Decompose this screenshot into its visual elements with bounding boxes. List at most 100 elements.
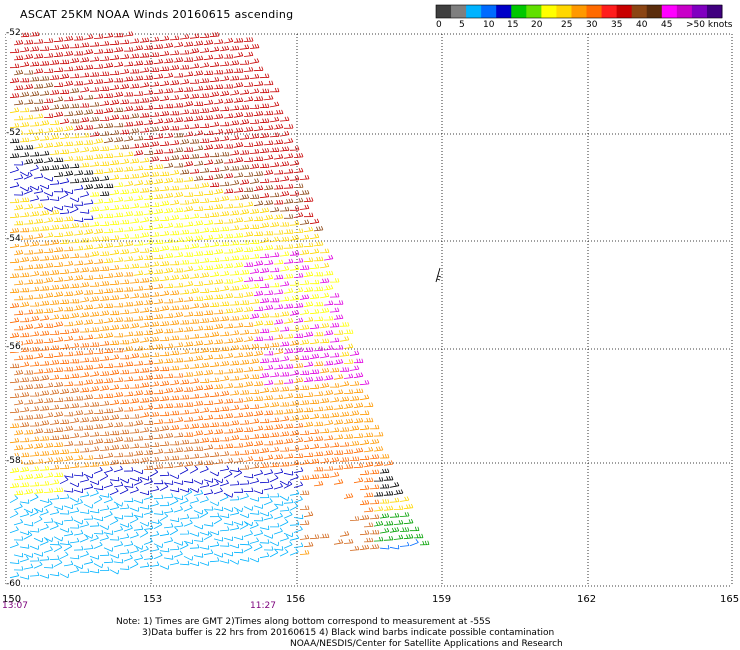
- wind-barb: [83, 515, 94, 520]
- wind-barb: [243, 126, 254, 132]
- colorbar-swatch: [661, 5, 678, 18]
- wind-barb: [249, 418, 260, 424]
- wind-barb: [83, 544, 94, 550]
- wind-barb: [153, 194, 164, 200]
- wind-barb: [193, 430, 204, 436]
- wind-barb: [123, 554, 133, 562]
- wind-barb: [273, 154, 284, 160]
- wind-barb: [283, 532, 294, 538]
- wind-barb: [289, 460, 300, 466]
- wind-barb: [209, 167, 220, 173]
- wind-barb: [33, 294, 44, 299]
- wind-barb: [79, 357, 90, 363]
- wind-barb: [159, 471, 170, 477]
- wind-barb: [233, 427, 244, 433]
- wind-barb: [53, 411, 64, 418]
- wind-barb: [33, 561, 43, 569]
- wind-barb: [149, 291, 160, 297]
- lat-label-52: -52: [6, 128, 21, 138]
- wind-barb: [53, 141, 64, 148]
- wind-barb: [133, 75, 144, 81]
- wind-barb: [183, 555, 194, 561]
- wind-barb: [219, 360, 230, 367]
- wind-barb: [183, 41, 194, 47]
- wind-barb: [139, 127, 150, 133]
- wind-barb: [159, 230, 170, 237]
- wind-barb: [179, 334, 190, 340]
- wind-barb: [109, 340, 120, 346]
- wind-barb: [19, 391, 30, 398]
- wind-barb: [293, 243, 304, 248]
- wind-barb: [69, 417, 80, 424]
- wind-barb: [113, 212, 124, 218]
- wind-barb: [129, 98, 140, 104]
- wind-barb: [363, 461, 374, 468]
- wind-barb: [43, 488, 54, 493]
- wind-barb: [59, 374, 70, 380]
- wind-barb: [73, 217, 84, 222]
- isolated-wind-barb: [435, 267, 442, 283]
- wind-barb: [183, 236, 194, 242]
- wind-barb: [163, 537, 174, 544]
- wind-barb: [129, 308, 140, 314]
- wind-barb: [100, 566, 110, 571]
- wind-barb: [179, 34, 190, 40]
- wind-barb: [9, 332, 20, 339]
- wind-barb: [173, 505, 183, 513]
- wind-barb: [29, 528, 40, 533]
- wind-barb: [189, 63, 200, 69]
- wind-barb: [113, 167, 124, 173]
- wind-barb: [109, 84, 120, 91]
- wind-barb: [159, 565, 170, 570]
- wind-barb: [249, 329, 260, 334]
- wind-barb: [23, 234, 34, 240]
- wind-barb: [283, 511, 293, 519]
- wind-barb: [119, 204, 130, 210]
- wind-barb: [409, 539, 419, 547]
- wind-barb: [319, 367, 330, 374]
- wind-barb: [379, 483, 390, 489]
- wind-barb: [333, 344, 344, 350]
- wind-barb: [69, 554, 80, 560]
- wind-barb: [249, 58, 260, 64]
- wind-barb: [219, 135, 230, 142]
- wind-barb: [143, 315, 154, 320]
- wind-barb: [83, 275, 94, 280]
- wind-barb: [23, 370, 34, 375]
- wind-barb: [369, 484, 380, 490]
- wind-barb: [229, 195, 240, 201]
- wind-barb: [373, 477, 384, 482]
- wind-barb: [113, 302, 124, 308]
- wind-barb: [179, 109, 190, 115]
- wind-barb: [149, 561, 160, 567]
- wind-barb: [13, 174, 24, 181]
- wind-barb: [243, 530, 253, 537]
- wind-barb: [33, 187, 44, 194]
- wind-barb: [349, 516, 360, 521]
- wind-barb: [109, 295, 120, 301]
- wind-barb: [189, 438, 200, 444]
- wind-barb: [13, 518, 24, 526]
- wind-barb: [49, 522, 59, 530]
- wind-barb: [189, 378, 200, 384]
- wind-barb: [223, 188, 234, 194]
- wind-barb: [243, 427, 254, 432]
- wind-barb: [43, 38, 54, 43]
- wind-barb: [113, 287, 124, 293]
- wind-barb: [313, 391, 324, 397]
- wind-barb: [209, 391, 220, 398]
- wind-barb: [103, 62, 114, 69]
- wind-barb: [113, 515, 124, 520]
- wind-barb: [359, 394, 370, 401]
- wind-barb: [239, 374, 250, 380]
- wind-barb: [153, 73, 164, 80]
- wind-barb: [19, 499, 30, 504]
- wind-barb: [139, 97, 150, 103]
- wind-barb: [183, 131, 194, 137]
- wind-barb: [173, 222, 184, 228]
- wind-barb: [183, 341, 194, 347]
- wind-barb: [173, 311, 184, 318]
- wind-barb: [179, 138, 190, 145]
- wind-barb: [33, 398, 44, 404]
- wind-barb: [289, 191, 300, 196]
